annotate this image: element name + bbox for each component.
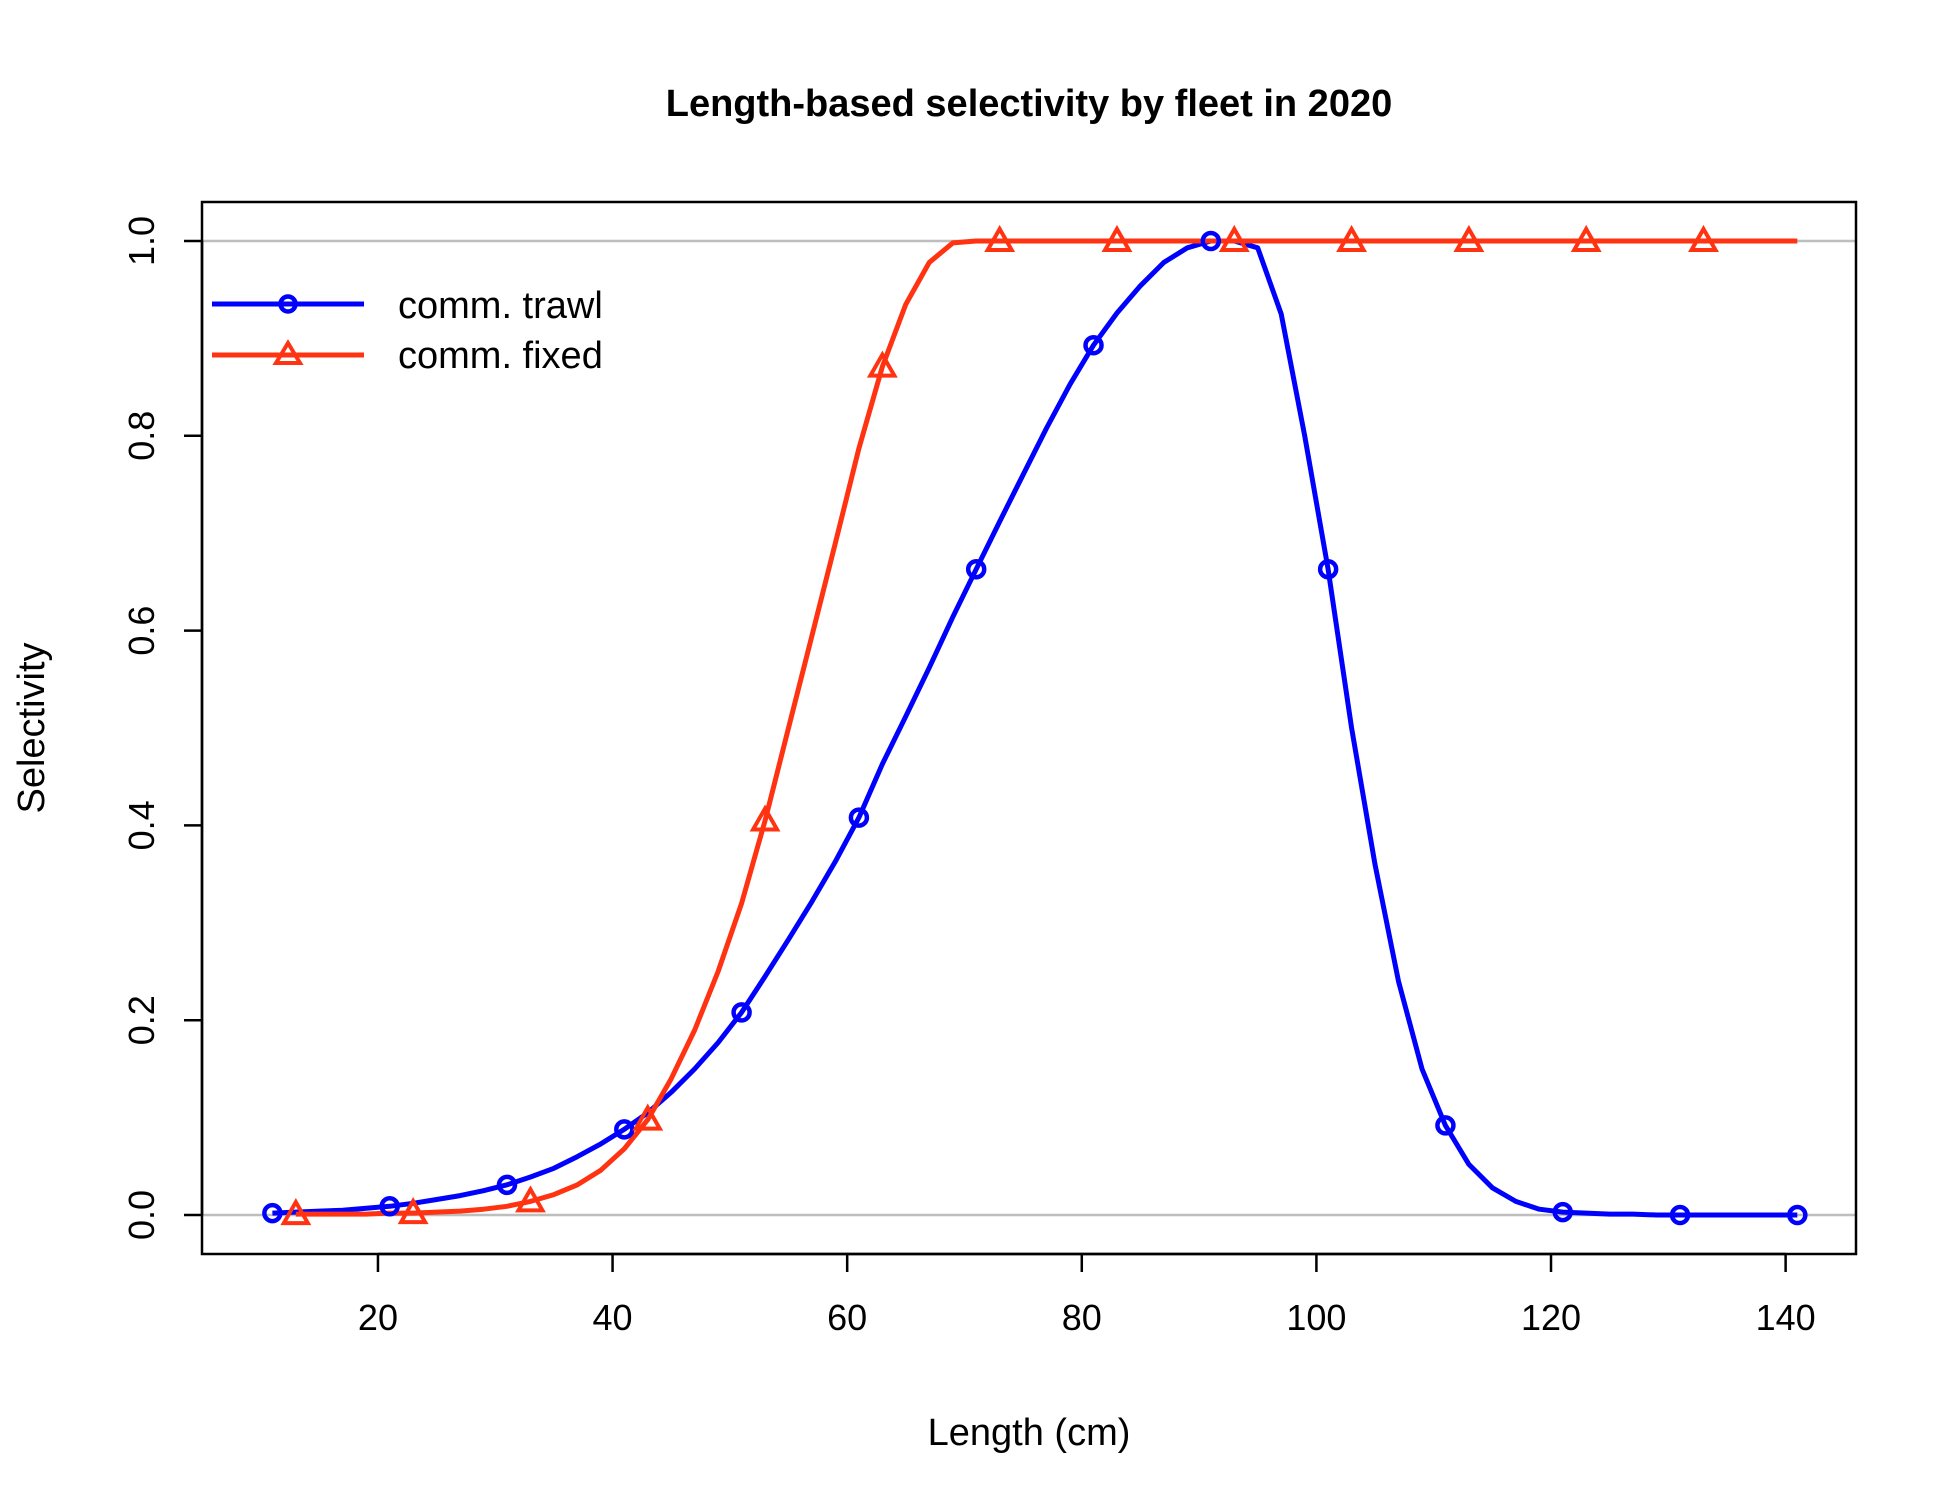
series-lines	[272, 238, 1798, 1218]
data-point-trawl	[848, 807, 870, 828]
legend-label-fixed: comm. fixed	[398, 335, 603, 377]
data-point-trawl	[614, 1119, 635, 1140]
series-markers	[262, 224, 1808, 1226]
data-point-fixed	[1336, 224, 1368, 252]
y-axis: 0.0 0.2 0.4 0.6 0.8 1.0	[121, 216, 204, 1240]
x-tick-label: 120	[1521, 1297, 1581, 1338]
data-point-trawl	[1552, 1201, 1573, 1223]
y-axis-label: Selectivity	[11, 642, 53, 813]
data-point-fixed	[1688, 224, 1719, 252]
data-point-trawl	[1435, 1115, 1456, 1136]
data-point-trawl	[731, 1002, 752, 1023]
series-line-fixed	[295, 238, 1798, 1217]
data-point-fixed	[280, 1198, 312, 1226]
data-point-trawl	[262, 1202, 283, 1224]
y-tick-label: 0.8	[121, 411, 162, 461]
legend-label-trawl: comm. trawl	[398, 285, 603, 327]
x-tick-label: 60	[827, 1297, 867, 1338]
data-point-fixed	[1453, 224, 1485, 252]
legend-triangle-marker	[272, 339, 304, 365]
y-tick-label: 1.0	[121, 216, 162, 266]
legend-circle-marker	[278, 294, 298, 314]
data-point-trawl	[965, 558, 987, 580]
x-tick-label: 140	[1756, 1297, 1816, 1338]
chart-title: Length-based selectivity by fleet in 202…	[666, 83, 1392, 125]
data-point-fixed	[749, 804, 781, 832]
legend: comm. trawl comm. fixed	[212, 285, 603, 377]
data-point-fixed	[866, 350, 898, 378]
data-point-trawl	[1787, 1204, 1808, 1226]
data-point-fixed	[1570, 224, 1602, 252]
x-axis: 20 40 60 80 100 120 140	[358, 1252, 1816, 1338]
x-tick-label: 20	[358, 1297, 398, 1338]
reference-lines	[202, 239, 1856, 1217]
series-line-trawl	[272, 238, 1798, 1218]
x-tick-label: 100	[1286, 1297, 1346, 1338]
data-point-fixed	[515, 1185, 546, 1213]
data-point-trawl	[1317, 558, 1339, 580]
data-point-trawl	[1083, 334, 1104, 356]
data-point-fixed	[397, 1197, 429, 1225]
x-tick-label: 40	[593, 1297, 633, 1338]
x-axis-label: Length (cm)	[928, 1412, 1131, 1454]
data-point-trawl	[379, 1196, 400, 1217]
data-point-fixed	[1101, 224, 1133, 252]
y-tick-label: 0.0	[121, 1190, 162, 1240]
y-tick-label: 0.4	[121, 800, 162, 850]
y-tick-label: 0.2	[121, 995, 162, 1045]
y-tick-label: 0.6	[121, 606, 162, 656]
x-tick-label: 80	[1062, 1297, 1102, 1338]
data-point-trawl	[1200, 230, 1222, 252]
data-point-fixed	[984, 224, 1016, 252]
data-point-fixed	[632, 1103, 664, 1131]
data-point-trawl	[1669, 1204, 1691, 1226]
data-point-trawl	[496, 1174, 518, 1196]
data-point-fixed	[1218, 224, 1250, 252]
